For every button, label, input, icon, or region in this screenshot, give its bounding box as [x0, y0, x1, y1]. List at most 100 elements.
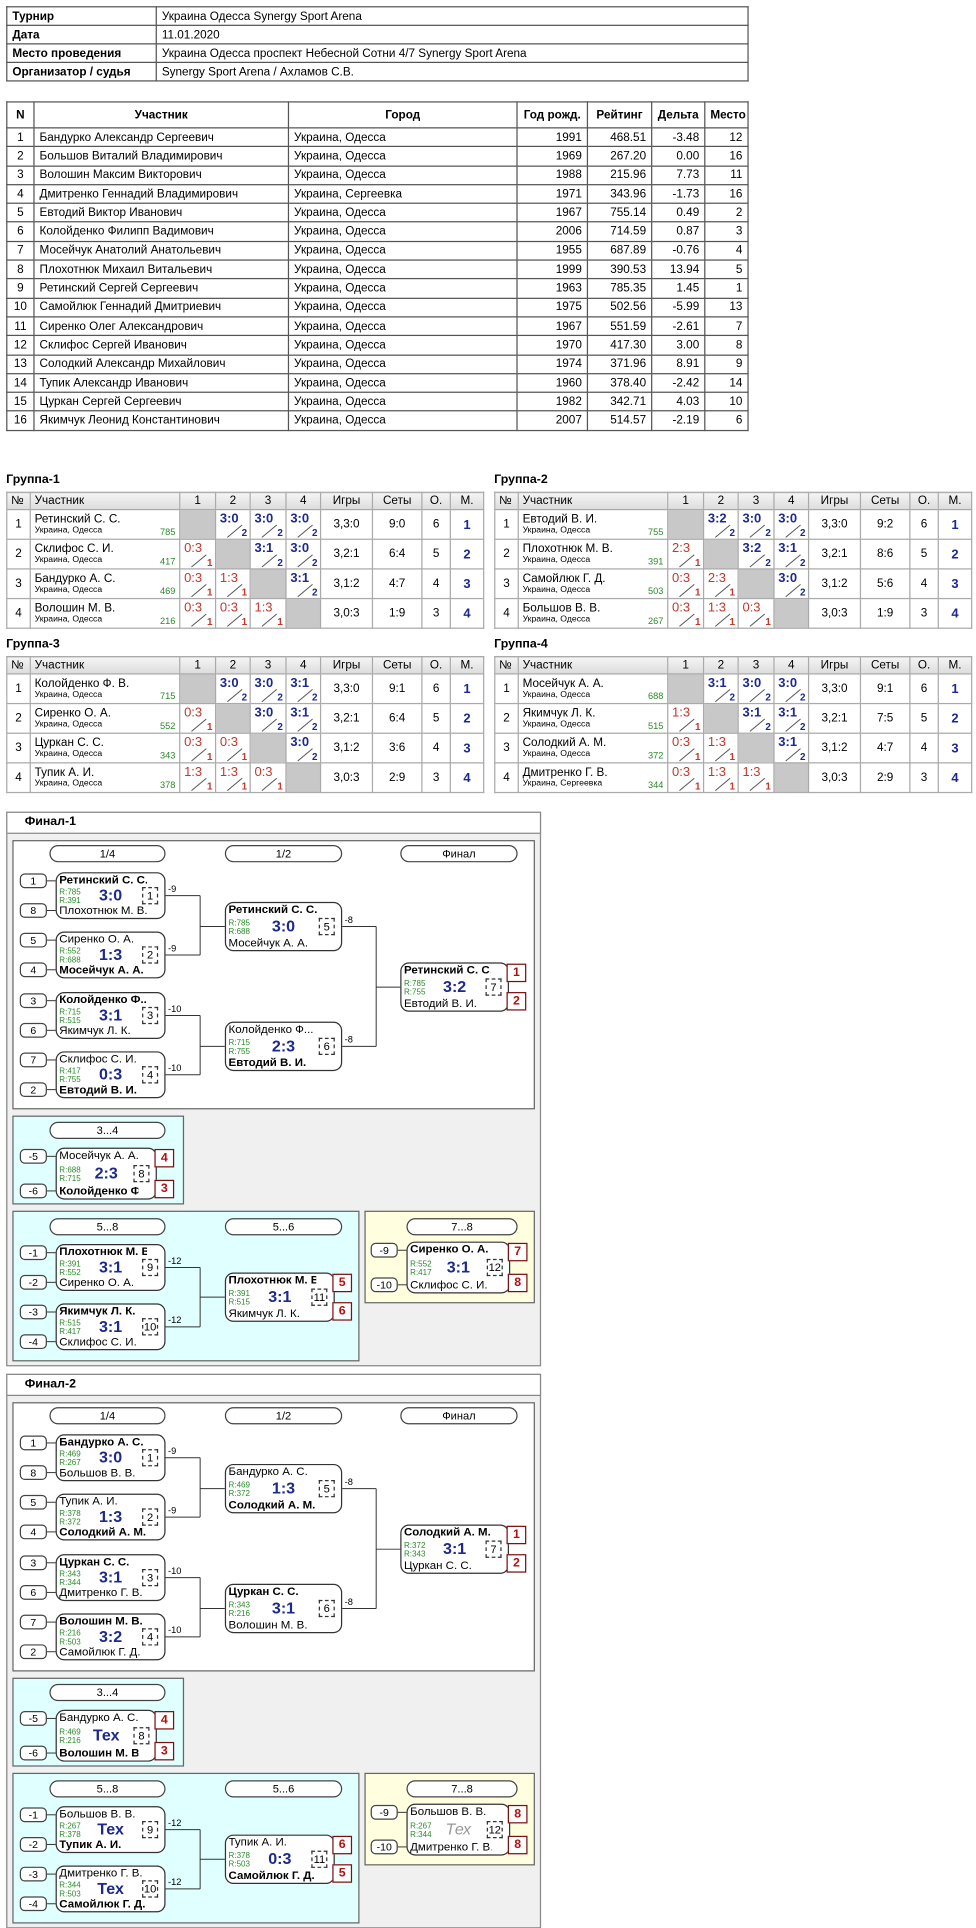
seed: 4 [19, 1524, 47, 1540]
score-cell [214, 538, 251, 570]
slash [785, 583, 801, 598]
match-score: 3:0 [742, 675, 762, 691]
player-rating: 372 [647, 749, 664, 762]
score-cell [249, 568, 287, 600]
player-cell: Тупик А. И. Украина, Одесса 378 [32, 764, 179, 791]
participant-cell: -5.99 [651, 297, 706, 318]
match-points: 2 [799, 751, 806, 763]
score-wrap: 3:1 2 [775, 734, 807, 763]
participant-cell: 0.00 [651, 146, 706, 167]
group-column-header: О. [421, 655, 451, 675]
round-label: 1/4 [49, 845, 166, 863]
match-number: 11 [311, 1850, 328, 1868]
match-points: 2 [277, 557, 283, 569]
match-score: 3:2 [707, 511, 727, 527]
participant-cell: Волошин Максим Викторович [33, 165, 290, 186]
seed: -10 [370, 1277, 398, 1293]
player-rating: R:715 [228, 1038, 250, 1048]
seed: -6 [19, 1745, 47, 1761]
round-label: 7...8 [406, 1780, 518, 1798]
group-player: Большов В. В. Украина, Одесса 267 [517, 597, 669, 629]
slash [226, 688, 243, 703]
score-cell: 3:0 2 [773, 568, 810, 600]
player-name: Мосейчук А. А. [59, 1148, 139, 1162]
group-column-header: Участник [29, 491, 181, 511]
match-score: 0:3 [184, 541, 203, 556]
group-table: № Участник 1 2 3 4 Игры Сеты О. М. 1 Евтодий В. И. У… [494, 491, 973, 629]
participant-cell: Украина, Одесса [287, 297, 518, 318]
slash [261, 554, 278, 568]
player-name: Тупик А. И. [59, 1494, 118, 1508]
slash [297, 748, 313, 762]
group-column-header: М. [449, 655, 485, 675]
slash [679, 554, 695, 568]
slash [191, 777, 207, 792]
participant-cell: 13.94 [651, 259, 706, 280]
column-header: Рейтинг [586, 101, 653, 129]
player-rating: R:688 [59, 1165, 81, 1175]
score-wrap: 3:1 2 [287, 705, 319, 732]
slash-line [297, 583, 313, 598]
player-city: Украина, Одесса [34, 720, 103, 729]
group-player: Дмитренко Г. В. Украина, Сергеевка 344 [517, 762, 669, 794]
group-row: 3 Самойлюк Г. Д. Украина, Одесса 503 0:3 1 2:3… [494, 568, 973, 600]
match-score: 3:2 [98, 1627, 123, 1646]
player-cell: Цуркан С. С. Украина, Одесса 343 [32, 734, 179, 761]
seed: -3 [19, 1866, 47, 1882]
next-match: -9 [168, 1445, 177, 1457]
participant-cell: 6 [704, 410, 749, 431]
score-cell: 3:0 2 [285, 538, 322, 570]
match-score: 3:0 [290, 541, 310, 556]
player-rating: R:755 [228, 1047, 250, 1057]
player-name: Большов В. В. [410, 1804, 487, 1818]
participant-cell: 551.59 [586, 316, 653, 337]
group-row: 2 Склифос С. И. Украина, Одесса 417 0:3 1 3:1 2… [6, 538, 485, 570]
group-points: 5 [421, 538, 451, 570]
group-games: 3,0:3 [807, 597, 862, 629]
match-number: 8 [133, 1164, 150, 1183]
player-name: Плохотнюк М. В. [228, 1273, 317, 1287]
participant-cell: 417.30 [586, 335, 653, 356]
slash-line [714, 748, 731, 762]
round-label: 5...6 [224, 1780, 343, 1798]
participant-cell: 7.73 [651, 165, 706, 186]
slash-line [226, 777, 243, 792]
seed: -2 [19, 1274, 47, 1290]
group-place: 2 [449, 538, 485, 570]
participant-cell: Украина, Одесса [287, 391, 518, 412]
group-row: 1 Ретинский С. С. Украина, Одесса 785 3:0 2 3:… [6, 508, 485, 540]
group-column-header: 1 [179, 491, 217, 511]
group-points: 5 [421, 702, 451, 734]
match-points: 1 [765, 616, 771, 628]
match-points: 1 [277, 780, 283, 792]
participant-cell: 1975 [516, 297, 589, 318]
slash-line [749, 777, 766, 792]
score-cell [285, 597, 322, 629]
column-header: Город [287, 101, 518, 129]
group-sets: 2:9 [371, 762, 423, 794]
participant-cell: 0.87 [651, 221, 706, 242]
player-rating: R:715 [59, 1174, 81, 1184]
group-games: 3,3:0 [319, 508, 374, 540]
participant-cell: 714.59 [586, 221, 653, 242]
match-score: 3:1 [98, 1316, 123, 1336]
player-rating: R:344 [59, 1578, 81, 1588]
match-score: 3:2 [443, 977, 467, 996]
player-name: Бандурко А. С. [228, 1465, 308, 1478]
participant-row: 4 Дмитренко Геннадий Владимирович Украина,… [6, 183, 749, 205]
player-rating: R:688 [228, 927, 250, 937]
seed: 4 [19, 962, 47, 978]
slash [191, 554, 207, 568]
group-points: 5 [909, 538, 939, 570]
group-sets: 7:5 [859, 702, 911, 734]
slash [191, 583, 207, 598]
slash [749, 554, 766, 568]
info-value: Synergy Sport Arena / Ахламов С.В. [155, 61, 749, 82]
match-points: 2 [311, 691, 318, 703]
group-points: 3 [909, 762, 939, 794]
slash-line [749, 718, 766, 732]
player-rating: R:267 [59, 1821, 81, 1831]
participant-cell: -2.42 [651, 372, 706, 394]
group-number: 2 [494, 702, 519, 734]
player-name: Волошин М. В. [228, 1618, 308, 1631]
